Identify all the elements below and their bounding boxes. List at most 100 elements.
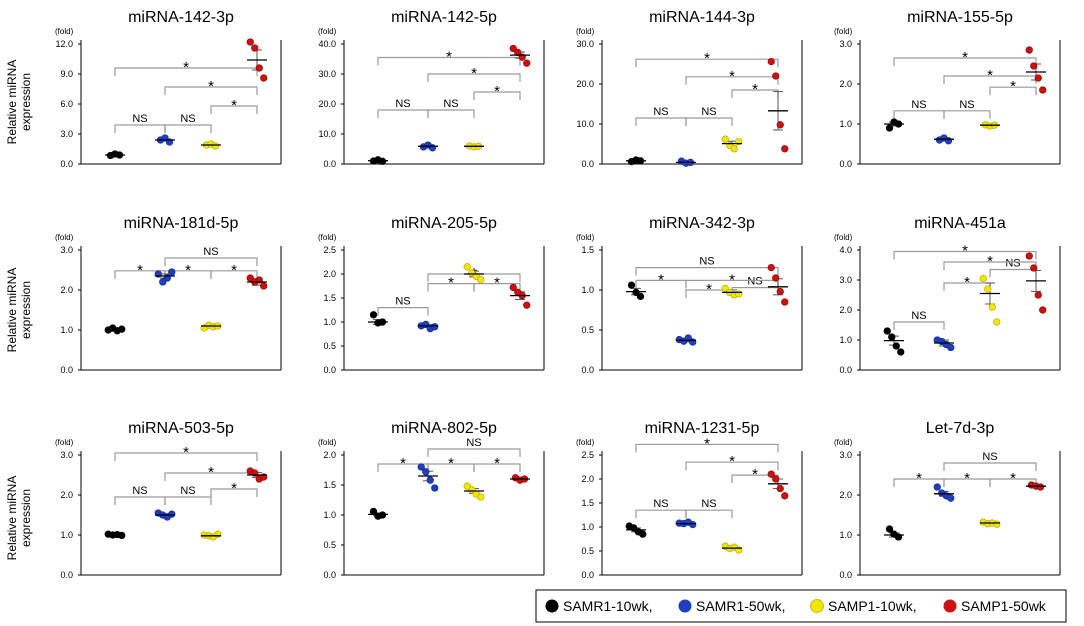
data-point (767, 263, 775, 272)
unit-label: (fold) (318, 233, 337, 242)
chart-panel: miRNA-342-3p (fold) 0.0 0.5 1.0 1.5 * * NS * NS (576, 215, 803, 375)
data-point (251, 44, 259, 52)
significance-bracket (427, 109, 475, 118)
data-point (883, 327, 891, 335)
y-tick-label: 0.0 (60, 570, 73, 580)
y-tick-label: 1.0 (581, 285, 594, 295)
y-tick-label: 0.0 (839, 365, 852, 375)
data-point (431, 323, 439, 331)
y-tick-label: 1.0 (323, 510, 336, 520)
significance-label: NS (395, 296, 410, 308)
data-point (1030, 264, 1038, 272)
data-point (684, 334, 692, 342)
legend-marker-samr1-50wk (678, 599, 692, 613)
y-tick-label: 2.0 (581, 474, 594, 484)
data-point (211, 142, 220, 150)
data-point (897, 348, 905, 356)
significance-bracket (635, 443, 779, 453)
data-point (993, 318, 1001, 326)
y-tick-label: 30.0 (318, 69, 336, 79)
significance-label: * (706, 281, 712, 298)
significance-bracket (210, 488, 258, 497)
significance-bracket (473, 463, 521, 472)
significance-bracket (377, 56, 521, 66)
chart-panel: miRNA-142-5p (fold) 0.0 10.0 20.0 30.0 40.0 NS N… (318, 9, 545, 169)
significance-label: * (448, 455, 454, 472)
y-tick-label: 1.0 (581, 522, 594, 532)
significance-label: NS (132, 485, 147, 497)
data-point (1039, 306, 1047, 314)
significance-label: * (704, 435, 710, 452)
y-tick-label: 0.5 (581, 546, 594, 556)
significance-bracket (635, 267, 779, 276)
significance-bracket (635, 58, 779, 68)
legend-marker-samp1-10wk (810, 599, 824, 613)
significance-bracket (635, 509, 687, 519)
significance-bracket (893, 321, 945, 330)
data-point (984, 285, 992, 293)
y-tick-label: 3.0 (839, 450, 852, 460)
data-point (993, 520, 1001, 528)
y-tick-label: 0.0 (323, 159, 336, 169)
significance-label: * (658, 271, 664, 288)
unit-label: (fold) (318, 438, 337, 447)
data-point (168, 268, 176, 276)
y-axis-label-row-1: Relative miRNA expression (5, 60, 33, 145)
y-tick-label: 10.0 (576, 119, 594, 129)
data-point (689, 338, 697, 346)
data-point (1030, 62, 1038, 70)
data-point (369, 311, 378, 319)
legend-label-samr1-50wk: SAMR1-50wk, (696, 598, 785, 614)
significance-label: NS (132, 113, 147, 125)
significance-label: * (208, 78, 214, 95)
data-point (772, 274, 780, 282)
data-point (1025, 46, 1033, 54)
significance-label: * (231, 262, 237, 279)
significance-bracket (114, 452, 258, 461)
data-point (781, 145, 789, 153)
y-tick-label: 2.0 (839, 490, 852, 500)
y-tick-label: 4.0 (839, 245, 852, 255)
chart-title: miRNA-1231-5p (645, 420, 760, 437)
y-axis-label-line-2: expression (19, 73, 33, 131)
chart-panels: miRNA-142-3p (fold) 0.0 3.0 6.0 9.0 12.0 NS NS * *… (55, 9, 1061, 580)
y-tick-label: 3.0 (60, 129, 73, 139)
chart-title: miRNA-155-5p (907, 9, 1013, 26)
significance-label: * (1010, 470, 1016, 487)
y-tick-label: 0.5 (323, 341, 336, 351)
data-point (168, 510, 176, 518)
y-tick-label: 2.5 (581, 450, 594, 460)
significance-bracket (114, 496, 166, 505)
y-tick-label: 1.0 (323, 317, 336, 327)
significance-label: NS (395, 98, 410, 110)
unit-label: (fold) (55, 27, 74, 36)
chart-title: miRNA-205-5p (391, 215, 497, 232)
y-tick-label: 2.0 (60, 490, 73, 500)
significance-label: * (729, 453, 735, 470)
significance-label: * (183, 59, 189, 76)
chart-panel: miRNA-1231-5p (fold) 0.0 0.5 1.0 1.5 2.0 2.5 NS N… (576, 420, 803, 580)
significance-label: NS (180, 113, 195, 125)
chart-title: miRNA-451a (914, 215, 1006, 232)
significance-label: * (231, 97, 237, 114)
y-axis-label-row-3: Relative miRNA expression (5, 476, 33, 561)
data-point (988, 303, 996, 311)
y-tick-label: 20.0 (576, 79, 594, 89)
y-tick-label: 2.0 (323, 450, 336, 460)
significance-bracket (943, 110, 991, 119)
y-tick-label: 3.0 (839, 275, 852, 285)
significance-bracket (635, 117, 687, 126)
significance-bracket (164, 86, 258, 95)
significance-label: * (446, 49, 452, 66)
data-point (1025, 252, 1033, 260)
significance-label: NS (203, 246, 218, 258)
data-point (772, 475, 780, 483)
data-point (776, 287, 784, 296)
chart-panel: miRNA-181d-5p (fold) 0.0 1.0 2.0 3.0 * * * NS (55, 215, 282, 375)
y-tick-label: 0.0 (581, 570, 594, 580)
significance-bracket (210, 270, 258, 279)
significance-label: NS (701, 498, 716, 510)
y-tick-label: 1.0 (839, 335, 852, 345)
legend-marker-samr1-10wk (545, 599, 559, 613)
data-point (463, 263, 471, 271)
